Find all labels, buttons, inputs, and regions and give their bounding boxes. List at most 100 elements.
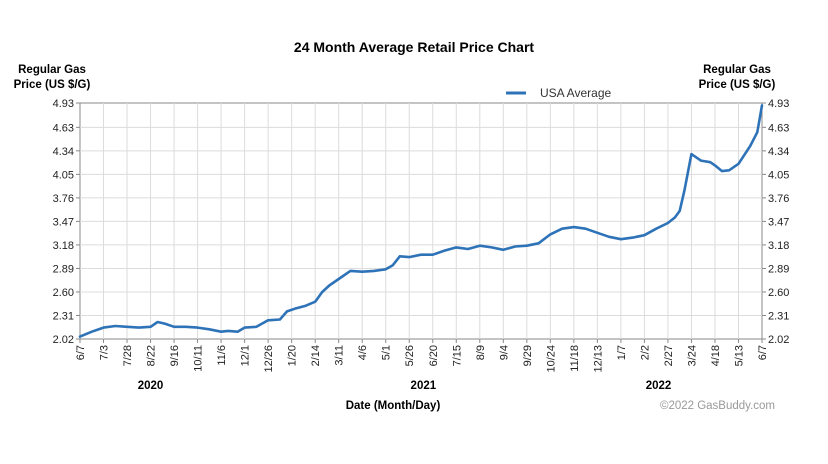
- data-point: [91, 331, 93, 333]
- legend: USA Average: [506, 86, 611, 100]
- data-point: [321, 291, 323, 293]
- x-axis-title: Date (Month/Day): [346, 400, 441, 412]
- legend-label: USA Average: [540, 86, 611, 100]
- data-point: [399, 255, 401, 257]
- data-point: [385, 268, 387, 270]
- credit: ©2022 GasBuddy.com: [660, 400, 775, 412]
- left-y-axis: 4.93 4.63 4.34 4.05 3.76 3.47 3.18 2.89 2.60 2.31…: [53, 98, 80, 346]
- data-point: [537, 242, 540, 244]
- data-point: [620, 238, 622, 240]
- x-tick-label: 7/3: [99, 345, 111, 360]
- y-tick-label-left: 3.47: [53, 216, 74, 228]
- data-point: [655, 228, 657, 230]
- data-point: [244, 327, 246, 329]
- x-tick-label: 11/6: [216, 345, 228, 366]
- y-tick-label-left: 4.05: [53, 169, 74, 181]
- y-tick-label-right: 2.31: [768, 310, 789, 322]
- x-tick-label: 8/9: [475, 345, 487, 360]
- y-tick-label-right: 4.93: [768, 98, 789, 110]
- data-point: [561, 228, 563, 230]
- x-tick-label: 9/16: [169, 345, 181, 366]
- data-point: [756, 131, 758, 133]
- data-point: [361, 271, 363, 273]
- data-point: [349, 270, 352, 272]
- data-point: [526, 245, 528, 247]
- series-group: [78, 104, 764, 338]
- data-point: [79, 335, 81, 338]
- x-tick-label: 4/18: [710, 345, 722, 366]
- data-point: [338, 278, 340, 280]
- data-point: [227, 330, 229, 332]
- gridlines: [80, 103, 762, 339]
- left-axis-title-line2: Price (US $/G): [14, 79, 91, 91]
- data-point: [714, 164, 716, 167]
- data-point: [408, 256, 410, 258]
- x-tick-label: 6/20: [428, 345, 440, 366]
- x-tick-label: 10/24: [545, 345, 557, 373]
- data-point: [455, 246, 457, 248]
- data-point: [295, 307, 297, 309]
- x-tick-label: 2/27: [663, 345, 675, 366]
- data-point: [392, 264, 394, 266]
- x-tick-label: 6/7: [75, 345, 87, 360]
- y-tick-label-left: 4.93: [53, 98, 74, 110]
- left-axis-title-line1: Regular Gas: [18, 64, 86, 76]
- x-tick-label: 5/26: [404, 345, 416, 366]
- x-tick-label: 12/26: [263, 345, 275, 373]
- y-tick-label-right: 3.47: [768, 216, 789, 228]
- x-tick-label: 2/14: [310, 345, 322, 366]
- data-point: [164, 322, 166, 325]
- data-point: [700, 159, 702, 162]
- data-point: [314, 301, 316, 303]
- data-point: [126, 326, 128, 328]
- y-tick-label-left: 3.18: [53, 240, 74, 252]
- x-tick-label: 9/4: [498, 345, 510, 360]
- y-tick-label-left: 2.02: [53, 334, 74, 346]
- year-label: 2020: [138, 380, 164, 392]
- x-tick-label: 5/1: [381, 345, 393, 360]
- data-point: [196, 327, 199, 329]
- data-point: [138, 327, 140, 329]
- data-point: [690, 153, 693, 155]
- chart-title: 24 Month Average Retail Price Chart: [294, 39, 534, 55]
- data-point: [674, 216, 676, 218]
- y-tick-label-right: 2.02: [768, 334, 789, 346]
- data-point: [728, 169, 730, 171]
- year-label: 2021: [411, 380, 437, 392]
- y-tick-label-right: 3.76: [768, 193, 789, 205]
- data-point: [185, 326, 187, 328]
- x-tick-label: 5/13: [733, 345, 745, 366]
- data-point: [286, 310, 288, 313]
- y-tick-label-left: 2.60: [53, 287, 74, 299]
- data-point: [102, 327, 105, 329]
- data-point: [573, 226, 575, 228]
- x-tick-label: 11/18: [569, 345, 581, 372]
- data-point: [490, 246, 493, 248]
- data-point: [596, 232, 598, 234]
- right-y-axis: 4.93 4.63 4.34 4.05 3.76 3.47 3.18 2.89 2.60 2.31…: [762, 98, 789, 346]
- year-label: 2022: [646, 380, 672, 392]
- x-axis: 6/7 7/3 7/28 8/22 9/16 10/11 11/6 12/1 12/26 1/20…: [75, 339, 769, 373]
- data-point: [549, 233, 551, 235]
- x-tick-label: 12/1: [240, 345, 252, 366]
- data-point: [305, 305, 307, 307]
- data-point: [608, 236, 610, 238]
- data-point: [643, 234, 646, 236]
- data-point: [373, 270, 375, 272]
- x-tick-label: 9/29: [522, 345, 534, 366]
- x-tick-label: 8/22: [146, 345, 158, 366]
- x-tick-label: 12/13: [592, 345, 604, 373]
- data-point: [467, 248, 469, 250]
- data-point: [255, 326, 257, 328]
- data-point: [709, 161, 711, 163]
- data-point: [721, 170, 723, 172]
- x-tick-label: 6/7: [757, 345, 769, 360]
- data-point: [585, 228, 587, 230]
- y-tick-label-left: 2.89: [53, 263, 74, 275]
- y-tick-label-right: 4.34: [768, 146, 789, 158]
- x-tick-label: 7/15: [451, 345, 463, 366]
- right-axis-title-line1: Regular Gas: [703, 64, 771, 76]
- x-tick-label: 10/11: [193, 345, 205, 372]
- x-tick-label: 1/20: [287, 345, 299, 366]
